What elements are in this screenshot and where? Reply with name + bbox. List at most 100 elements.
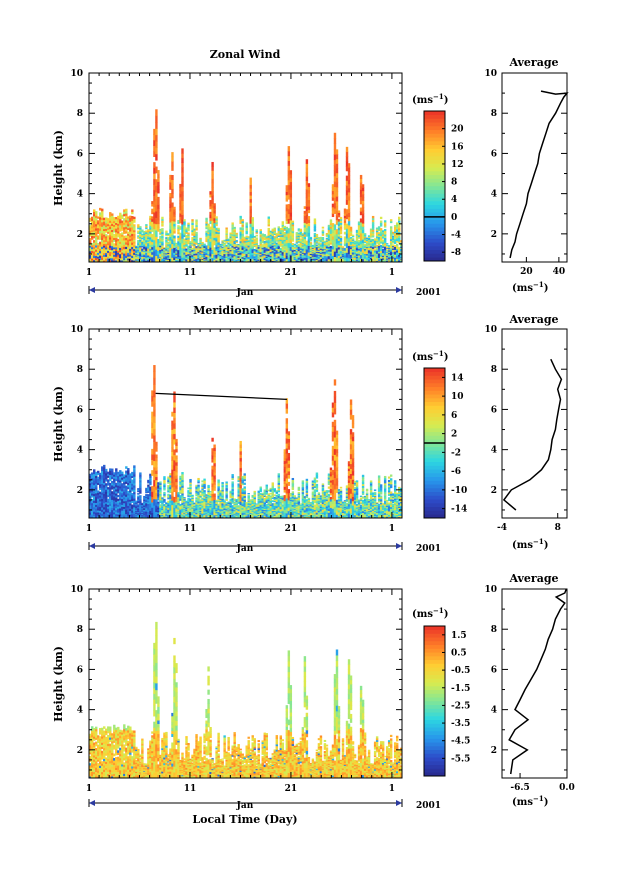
- heatmap-cell: [213, 213, 216, 216]
- heatmap-cell: [169, 512, 172, 515]
- heatmap-cell: [139, 227, 142, 230]
- heatmap-cell: [119, 216, 122, 220]
- heatmap-cell: [245, 237, 248, 240]
- heatmap-cell: [195, 242, 198, 245]
- heatmap-cell: [121, 252, 124, 255]
- heatmap-cell: [91, 481, 94, 485]
- heatmap-cell: [139, 485, 142, 489]
- heatmap-cell: [197, 250, 200, 253]
- heatmap-cell: [103, 515, 106, 518]
- heatmap-cell: [185, 510, 188, 512]
- heatmap-cell: [373, 258, 377, 260]
- heatmap-cell: [335, 158, 339, 164]
- heatmap-cell: [163, 505, 166, 508]
- heatmap-cell: [197, 249, 200, 251]
- zonal-plot-frame: [88, 72, 403, 263]
- heatmap-cell: [113, 476, 116, 479]
- heatmap-cell: [177, 509, 180, 511]
- heatmap-cell: [183, 250, 186, 253]
- heatmap-cell: [93, 504, 96, 508]
- heatmap-cell: [99, 508, 102, 511]
- heatmap-cell: [301, 259, 305, 262]
- heatmap-cell: [117, 502, 120, 505]
- heatmap-cell: [383, 242, 387, 246]
- heatmap-cell: [383, 232, 387, 235]
- heatmap-cell: [193, 232, 196, 235]
- heatmap-cell: [323, 253, 327, 255]
- heatmap-cell: [247, 246, 250, 249]
- heatmap-cell: [175, 243, 178, 245]
- heatmap-cell: [349, 229, 353, 232]
- heatmap-cell: [123, 240, 126, 243]
- heatmap-cell: [103, 241, 106, 244]
- heatmap-cell: [191, 515, 194, 517]
- heatmap-cell: [261, 259, 264, 262]
- heatmap-cell: [179, 509, 182, 512]
- heatmap-cell: [185, 512, 188, 514]
- heatmap-cell: [187, 512, 190, 515]
- heatmap-cell: [397, 258, 401, 261]
- heatmap-cell: [331, 245, 335, 250]
- heatmap-cell: [185, 243, 188, 246]
- heatmap-cell: [157, 486, 160, 489]
- heatmap-cell: [251, 248, 254, 252]
- heatmap-cell: [133, 237, 136, 240]
- heatmap-cell: [283, 239, 287, 242]
- heatmap-cell: [177, 246, 180, 249]
- heatmap-cell: [151, 496, 154, 503]
- heatmap-cell: [379, 228, 383, 231]
- heatmap-cell: [163, 495, 166, 498]
- heatmap-cell: [231, 224, 234, 227]
- heatmap-cell: [95, 504, 98, 507]
- heatmap-cell: [179, 482, 182, 486]
- heatmap-cell: [133, 493, 136, 497]
- heatmap-cell: [305, 206, 309, 211]
- heatmap-cell: [111, 253, 114, 257]
- heatmap-cell: [391, 238, 395, 240]
- heatmap-cell: [337, 236, 341, 239]
- heatmap-cell: [343, 215, 347, 219]
- heatmap-cell: [141, 505, 144, 507]
- heatmap-cell: [169, 203, 172, 208]
- colorbar-segment: [424, 156, 445, 161]
- heatmap-cell: [95, 232, 98, 235]
- heatmap-cell: [267, 222, 270, 225]
- heatmap-cell: [161, 243, 164, 246]
- heatmap-cell: [149, 244, 152, 247]
- heatmap-cell: [179, 496, 182, 500]
- heatmap-cell: [305, 214, 309, 220]
- heatmap-cell: [127, 248, 130, 252]
- heatmap-cell: [105, 235, 108, 239]
- heatmap-cell: [185, 505, 188, 507]
- heatmap-cell: [161, 228, 164, 231]
- heatmap-cell: [113, 488, 116, 491]
- heatmap-cell: [193, 253, 196, 256]
- heatmap-cell: [249, 205, 252, 210]
- heatmap-cell: [323, 245, 327, 247]
- heatmap-cell: [187, 225, 190, 228]
- heatmap-cell: [187, 505, 190, 507]
- heatmap-cell: [113, 230, 116, 233]
- heatmap-cell: [187, 514, 190, 516]
- heatmap-cell: [377, 227, 381, 230]
- heatmap-cell: [155, 166, 158, 174]
- heatmap-cell: [147, 481, 150, 484]
- heatmap-cell: [113, 498, 116, 501]
- heatmap-cell: [125, 511, 128, 515]
- heatmap-cell: [131, 220, 134, 223]
- heatmap-cell: [147, 257, 150, 260]
- heatmap-cell: [399, 246, 402, 248]
- heatmap-cell: [271, 255, 274, 257]
- heatmap-cell: [165, 246, 168, 249]
- heatmap-cell: [113, 217, 116, 220]
- heatmap-cell: [109, 224, 112, 228]
- heatmap-cell: [147, 249, 150, 252]
- heatmap-cell: [183, 512, 186, 515]
- heatmap-cell: [311, 245, 315, 247]
- heatmap-cell: [377, 244, 381, 247]
- heatmap-cell: [311, 259, 315, 261]
- heatmap-cell: [125, 217, 128, 221]
- heatmap-cell: [221, 253, 224, 256]
- heatmap-cell: [143, 511, 146, 513]
- heatmap-cell: [161, 514, 164, 516]
